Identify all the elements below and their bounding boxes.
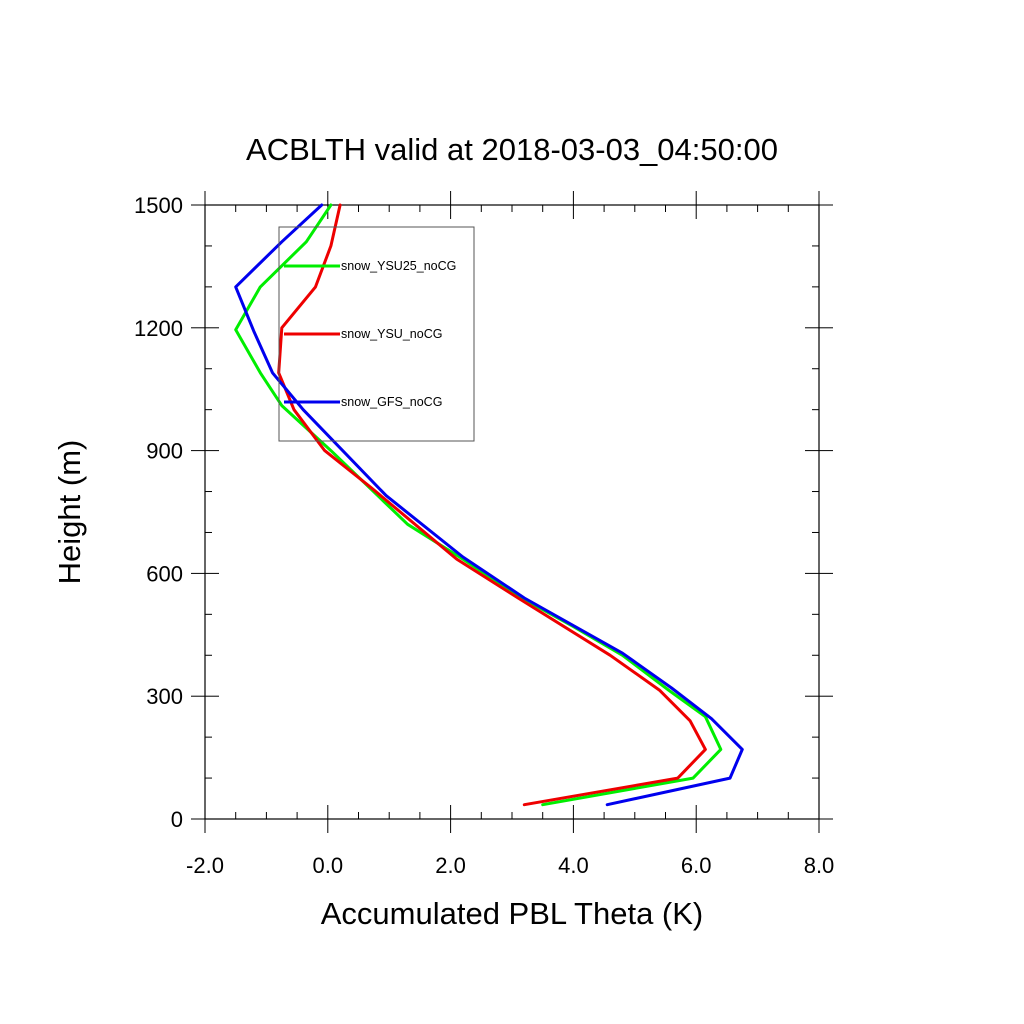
legend-label-snow_YSU25_noCG: snow_YSU25_noCG — [341, 259, 456, 273]
x-tick-label: 6.0 — [681, 853, 712, 878]
legend-label-snow_GFS_noCG: snow_GFS_noCG — [341, 395, 442, 409]
y-tick-label: 600 — [146, 561, 183, 586]
chart-title: ACBLTH valid at 2018-03-03_04:50:00 — [246, 132, 778, 167]
x-tick-label: 4.0 — [558, 853, 589, 878]
series-line-snow_GFS_noCG — [234, 203, 744, 807]
y-tick-label: 1200 — [134, 316, 183, 341]
plot-frame — [204, 204, 820, 820]
x-tick-label: 0.0 — [313, 853, 344, 878]
legend-label-snow_YSU_noCG: snow_YSU_noCG — [341, 327, 442, 341]
axis-tick-labels: -2.0 0.0 2.0 4.0 6.0 8.0 0 300 600 900 1200 1500 — [134, 193, 834, 878]
legend-box — [278, 226, 475, 442]
y-tick-label: 0 — [171, 807, 183, 832]
y-tick-label: 300 — [146, 684, 183, 709]
x-tick-label: 2.0 — [435, 853, 466, 878]
x-tick-label: -2.0 — [186, 853, 224, 878]
y-tick-label: 1500 — [134, 193, 183, 218]
x-tick-label: 8.0 — [804, 853, 835, 878]
y-tick-label: 900 — [146, 439, 183, 464]
series-lines — [234, 203, 744, 807]
series-line-snow_YSU_noCG — [277, 203, 707, 807]
series-line-snow_YSU25_noCG — [234, 203, 723, 807]
legend: snow_YSU25_noCG snow_YSU_noCG snow_GFS_noC… — [284, 259, 456, 409]
y-axis-label: Height (m) — [52, 440, 87, 585]
axis-ticks — [191, 191, 833, 833]
x-axis-label: Accumulated PBL Theta (K) — [321, 896, 704, 931]
